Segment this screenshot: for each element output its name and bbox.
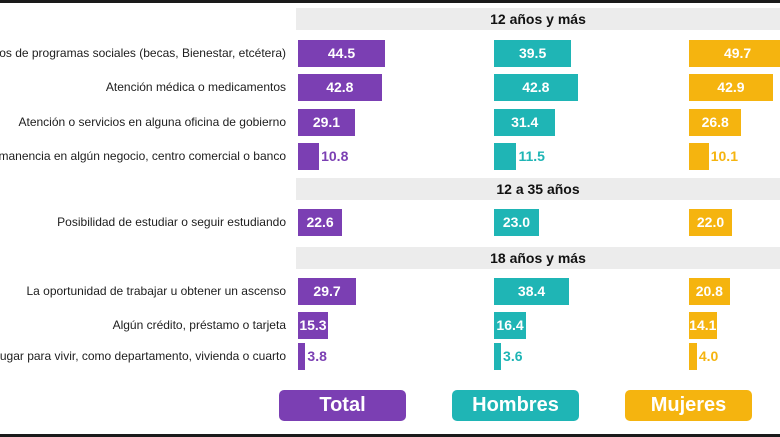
bar-total bbox=[298, 143, 320, 170]
bar-hombres bbox=[494, 109, 556, 136]
data-label-mujeres: 14.1 bbox=[689, 317, 717, 333]
data-label-hombres: 3.6 bbox=[503, 348, 523, 364]
section-band bbox=[296, 247, 780, 269]
section-title: 18 años y más bbox=[490, 250, 586, 266]
data-label-total: 15.3 bbox=[299, 317, 327, 333]
bar-mujeres bbox=[689, 143, 709, 170]
bar-total bbox=[298, 209, 343, 236]
bar-mujeres bbox=[689, 343, 697, 370]
bar-hombres bbox=[494, 278, 570, 305]
bar-hombres bbox=[494, 40, 572, 67]
data-label-hombres: 23.0 bbox=[502, 214, 531, 230]
legend-total[interactable]: Total bbox=[279, 390, 406, 421]
data-label-mujeres: 10.1 bbox=[710, 148, 738, 164]
bar-hombres bbox=[494, 343, 502, 370]
bar-mujeres bbox=[689, 278, 730, 305]
section-title: 12 a 35 años bbox=[496, 181, 580, 197]
bar-total bbox=[298, 312, 328, 339]
data-label-hombres: 31.4 bbox=[511, 114, 539, 130]
bar-mujeres bbox=[689, 40, 780, 67]
category-label: n lugar para vivir, como departamento, v… bbox=[0, 349, 286, 363]
category-label: ermanencia en algún negocio, centro come… bbox=[0, 149, 286, 163]
bar-total bbox=[298, 343, 306, 370]
data-label-hombres: 16.4 bbox=[496, 317, 524, 333]
legend-hombres[interactable]: Hombres bbox=[452, 390, 579, 421]
data-label-mujeres: 20.8 bbox=[695, 283, 723, 299]
bar-total bbox=[298, 74, 382, 101]
data-label-mujeres: 22.0 bbox=[696, 214, 725, 230]
bar-hombres bbox=[494, 209, 539, 236]
bar-hombres bbox=[494, 74, 578, 101]
section-title: 12 años y más bbox=[490, 11, 586, 27]
category-label: Atención médica o medicamentos bbox=[105, 80, 286, 94]
bar-total bbox=[298, 278, 357, 305]
bar-total bbox=[298, 109, 355, 136]
bar-mujeres bbox=[689, 312, 717, 339]
category-label: oyos de programas sociales (becas, Biene… bbox=[0, 46, 286, 60]
data-label-total: 22.6 bbox=[306, 214, 334, 230]
data-label-mujeres: 4.0 bbox=[698, 348, 719, 364]
bar-mujeres bbox=[689, 209, 732, 236]
data-label-hombres: 39.5 bbox=[518, 45, 547, 61]
category-label: Atención o servicios en alguna oficina d… bbox=[18, 115, 286, 129]
data-label-total: 29.1 bbox=[312, 114, 341, 130]
category-label: Posibilidad de estudiar o seguir estudia… bbox=[57, 215, 286, 229]
section-band bbox=[296, 8, 780, 30]
bar-hombres bbox=[494, 143, 517, 170]
category-label: Algún crédito, préstamo o tarjeta bbox=[112, 318, 286, 332]
data-label-hombres: 38.4 bbox=[517, 283, 546, 299]
data-label-mujeres: 26.8 bbox=[701, 114, 729, 130]
bar-hombres bbox=[494, 312, 527, 339]
data-label-mujeres: 49.7 bbox=[723, 45, 752, 61]
category-label: La oportunidad de trabajar u obtener un … bbox=[26, 284, 286, 298]
data-label-mujeres: 42.9 bbox=[717, 79, 745, 95]
bar-mujeres bbox=[689, 109, 742, 136]
data-label-total: 10.8 bbox=[321, 148, 349, 164]
data-label-total: 29.7 bbox=[313, 283, 341, 299]
bar-total bbox=[298, 40, 385, 67]
data-label-total: 44.5 bbox=[327, 45, 356, 61]
data-label-total: 42.8 bbox=[326, 79, 354, 95]
data-label-hombres: 42.8 bbox=[522, 79, 550, 95]
data-label-hombres: 11.5 bbox=[518, 148, 545, 164]
data-label-total: 3.8 bbox=[307, 348, 327, 364]
legend-mujeres[interactable]: Mujeres bbox=[625, 390, 752, 421]
section-band bbox=[296, 178, 780, 200]
bar-mujeres bbox=[689, 74, 773, 101]
